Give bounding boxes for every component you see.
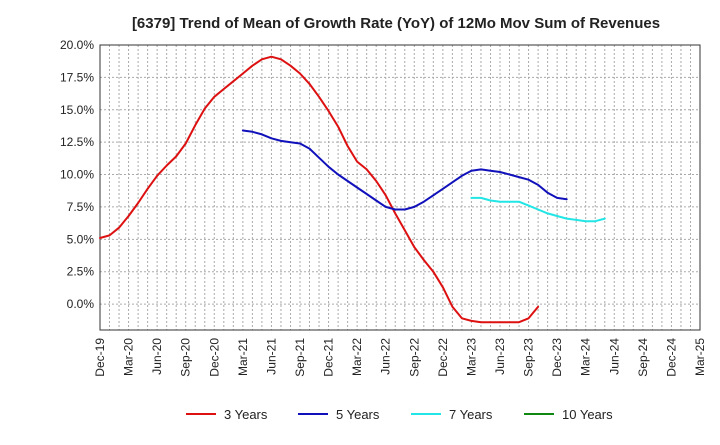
x-tick-label: Dec-20 <box>207 338 221 377</box>
series-line-7-years <box>470 196 606 223</box>
x-tick-label: Mar-23 <box>464 338 478 376</box>
legend: 3 Years 5 Years 7 Years 10 Years <box>186 407 613 422</box>
x-tick-label: Sep-21 <box>293 338 307 377</box>
x-tick-label: Jun-21 <box>264 338 278 375</box>
x-tick-label: Dec-19 <box>93 338 107 377</box>
chart-title: [6379] Trend of Mean of Growth Rate (YoY… <box>132 15 660 32</box>
y-tick-label: 0.0% <box>67 297 95 311</box>
x-tick-label: Mar-21 <box>236 338 250 376</box>
legend-label: 3 Years <box>224 407 268 422</box>
x-tick-label: Sep-22 <box>407 338 421 377</box>
grid-layer <box>99 44 701 330</box>
x-tick-label: Sep-20 <box>179 338 193 377</box>
x-tick-label: Jun-24 <box>607 338 621 375</box>
x-tick-label: Jun-22 <box>379 338 393 375</box>
plot-frame <box>99 44 701 331</box>
series-line-3-years <box>99 55 540 324</box>
x-tick-label: Sep-23 <box>522 338 536 377</box>
x-tick-label: Jun-20 <box>150 338 164 375</box>
legend-label: 5 Years <box>336 407 380 422</box>
series-layer <box>99 55 606 324</box>
x-tick-label: Sep-24 <box>636 338 650 377</box>
x-tick-label: Mar-25 <box>693 338 707 376</box>
y-tick-label: 15.0% <box>60 103 94 117</box>
y-tick-label: 2.5% <box>67 265 95 279</box>
legend-label: 7 Years <box>449 407 493 422</box>
x-tick-label: Dec-23 <box>550 338 564 377</box>
y-tick-label: 7.5% <box>67 200 95 214</box>
y-tick-label: 5.0% <box>67 232 95 246</box>
y-tick-label: 17.5% <box>60 70 94 84</box>
axis-layer: 0.0% 2.5% 5.0% 7.5% 10.0% 12.5% 15.0% 17.5% 20.0… <box>60 38 707 377</box>
y-tick-label: 20.0% <box>60 38 94 52</box>
y-tick-label: 12.5% <box>60 135 94 149</box>
x-tick-label: Jun-23 <box>493 338 507 375</box>
x-tick-label: Dec-21 <box>322 338 336 377</box>
x-tick-label: Mar-24 <box>579 338 593 376</box>
x-tick-label: Mar-20 <box>122 338 136 376</box>
y-tick-label: 10.0% <box>60 168 94 182</box>
x-tick-label: Dec-24 <box>664 338 678 377</box>
x-tick-label: Dec-22 <box>436 338 450 377</box>
x-tick-label: Mar-22 <box>350 338 364 376</box>
series-line-5-years <box>241 129 568 211</box>
legend-label: 10 Years <box>562 407 613 422</box>
